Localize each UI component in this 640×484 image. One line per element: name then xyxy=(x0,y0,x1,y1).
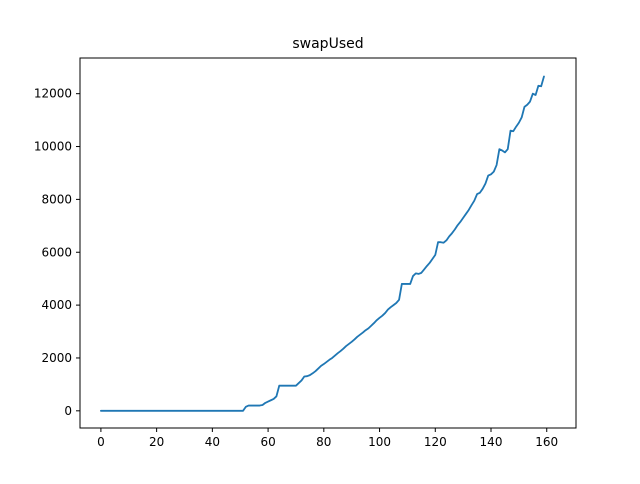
x-tick-label: 20 xyxy=(149,435,164,449)
series-line xyxy=(100,75,545,412)
y-tick-label: 8000 xyxy=(41,192,72,206)
x-axis: 0 20 40 60 80 100 120 140 160 xyxy=(97,428,558,449)
y-tick-label: 4000 xyxy=(41,298,72,312)
x-tick-label: 100 xyxy=(368,435,391,449)
y-axis: 0 2000 4000 6000 8000 10000 12000 xyxy=(34,87,80,418)
x-tick-label: 0 xyxy=(97,435,105,449)
x-tick-label: 120 xyxy=(424,435,447,449)
x-tick-label: 60 xyxy=(260,435,275,449)
y-tick-label: 6000 xyxy=(41,245,72,259)
series-layer xyxy=(100,75,545,412)
x-tick-label: 140 xyxy=(480,435,503,449)
y-tick-label: 10000 xyxy=(34,140,72,154)
y-tick-label: 0 xyxy=(64,404,72,418)
x-tick-label: 80 xyxy=(316,435,331,449)
plot-frame xyxy=(79,57,577,429)
chart-title: swapUsed xyxy=(292,36,363,52)
x-tick-label: 40 xyxy=(205,435,220,449)
y-tick-label: 2000 xyxy=(41,351,72,365)
y-tick-label: 12000 xyxy=(34,87,72,101)
x-tick-label: 160 xyxy=(535,435,558,449)
